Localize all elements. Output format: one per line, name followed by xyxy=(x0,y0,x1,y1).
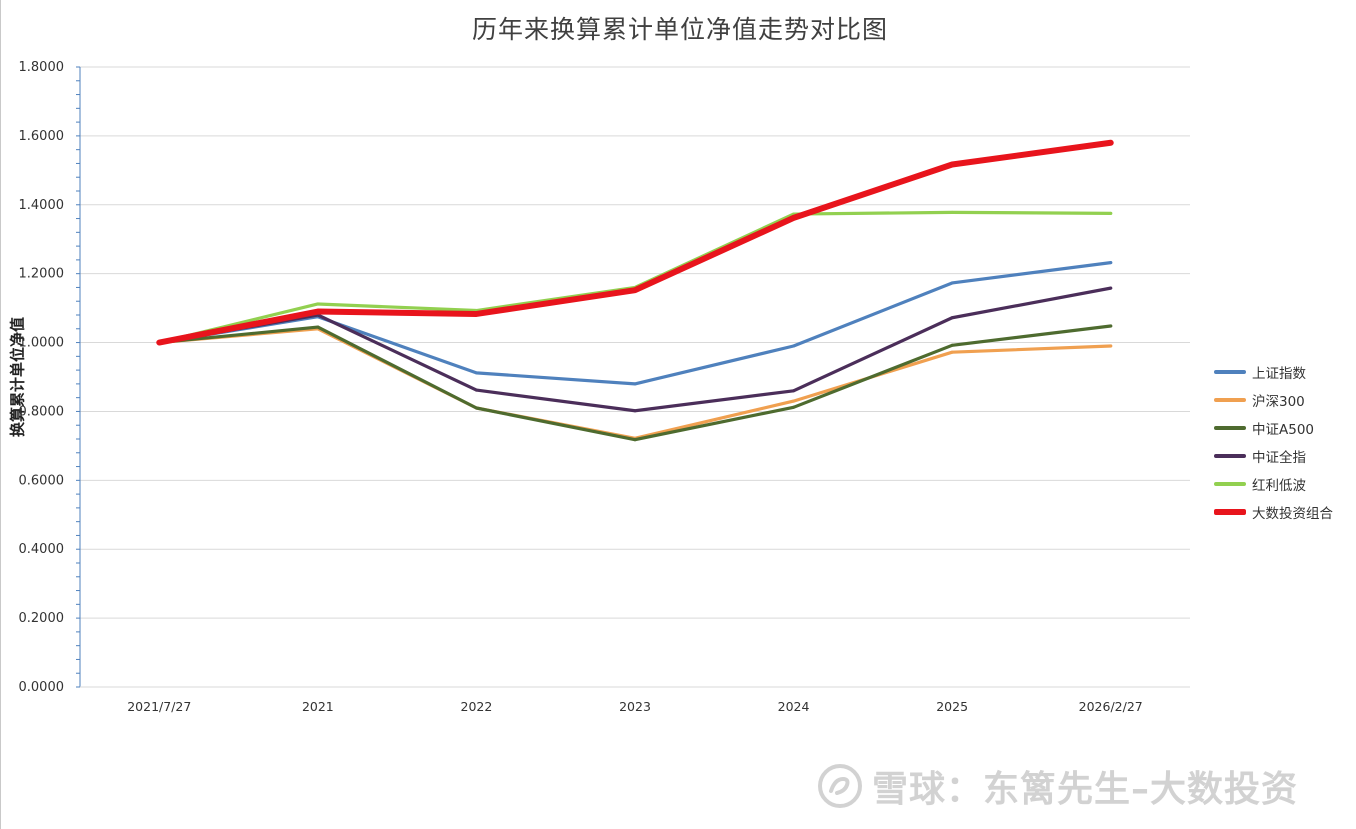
data-point xyxy=(1108,140,1114,146)
legend-item: 中证A500 xyxy=(1214,414,1333,442)
data-point xyxy=(633,409,637,413)
legend-swatch xyxy=(1214,370,1246,374)
data-point xyxy=(950,281,954,285)
y-tick-label: 1.6000 xyxy=(19,129,65,144)
x-tick-label: 2021/7/27 xyxy=(127,699,191,714)
legend-swatch xyxy=(1214,454,1246,458)
data-point xyxy=(950,210,954,214)
data-point xyxy=(316,302,320,306)
data-point xyxy=(950,350,954,354)
chart-title: 历年来换算累计单位净值走势对比图 xyxy=(471,15,888,44)
legend-item: 大数投资组合 xyxy=(1214,498,1333,526)
series-line-5 xyxy=(156,139,1114,346)
x-tick-label: 2025 xyxy=(936,699,968,714)
legend-swatch xyxy=(1214,509,1246,515)
axes: 0.0000 0.2000 0.4000 0.6000 0.8000 1.0000 1.20… xyxy=(19,60,1190,714)
data-point xyxy=(950,316,954,320)
legend-swatch xyxy=(1214,426,1246,430)
y-tick-label: 0.6000 xyxy=(19,473,65,488)
legend-item: 沪深300 xyxy=(1214,386,1333,414)
data-point xyxy=(315,309,321,315)
x-tick-label: 2023 xyxy=(619,699,651,714)
data-point xyxy=(474,388,478,392)
snowball-logo-icon xyxy=(818,764,862,808)
y-tick-label: 1.4000 xyxy=(19,198,65,213)
data-point xyxy=(1109,286,1113,290)
series-lines xyxy=(156,139,1114,442)
y-tick-label: 0.4000 xyxy=(19,542,65,557)
legend-label: 中证全指 xyxy=(1252,450,1306,466)
data-point xyxy=(792,399,796,403)
legend-swatch xyxy=(1214,482,1246,486)
data-point xyxy=(791,215,797,221)
legend: 上证指数沪深300 中证A500 中证全指红利低波大数投资组合 xyxy=(1214,358,1333,526)
legend-label: 沪深300 xyxy=(1252,394,1305,410)
data-point xyxy=(792,405,796,409)
legend-item: 红利低波 xyxy=(1214,470,1333,498)
y-tick-label: 1.8000 xyxy=(19,60,65,75)
data-point xyxy=(632,287,638,293)
legend-item: 中证全指 xyxy=(1214,442,1333,470)
legend-item: 上证指数 xyxy=(1214,358,1333,386)
x-tick-label: 2026/2/27 xyxy=(1079,699,1143,714)
data-point xyxy=(156,340,162,346)
data-point xyxy=(1109,324,1113,328)
legend-label: 上证指数 xyxy=(1252,366,1306,382)
data-point xyxy=(792,344,796,348)
data-point xyxy=(474,406,478,410)
data-point xyxy=(473,311,479,317)
data-point xyxy=(1109,344,1113,348)
legend-label: 大数投资组合 xyxy=(1252,506,1333,522)
y-tick-label: 0.0000 xyxy=(19,680,65,695)
watermark: 雪球：东篱先生–大数投资 xyxy=(818,760,1298,812)
series-line-4 xyxy=(157,210,1113,345)
data-point xyxy=(633,382,637,386)
x-tick-label: 2021 xyxy=(302,699,334,714)
data-point xyxy=(633,438,637,442)
y-tick-label: 1.2000 xyxy=(19,267,65,282)
data-point xyxy=(474,371,478,375)
series-line-0 xyxy=(157,261,1113,386)
data-point xyxy=(949,161,955,167)
x-tick-label: 2024 xyxy=(778,699,810,714)
y-tick-label: 0.2000 xyxy=(19,611,65,626)
y-tick-label: 1.0000 xyxy=(19,336,65,351)
left-border xyxy=(0,0,1,829)
gridlines xyxy=(80,66,1190,688)
data-point xyxy=(950,343,954,347)
data-point xyxy=(1109,261,1113,265)
data-point xyxy=(1109,211,1113,215)
y-tick-label: 0.8000 xyxy=(19,404,65,419)
x-tick-label: 2022 xyxy=(461,699,493,714)
legend-swatch xyxy=(1214,398,1246,402)
data-point xyxy=(792,389,796,393)
legend-label: 中证A500 xyxy=(1252,422,1315,438)
legend-label: 红利低波 xyxy=(1252,478,1306,494)
watermark-text: 雪球：东篱先生–大数投资 xyxy=(872,769,1299,810)
data-point xyxy=(316,325,320,329)
